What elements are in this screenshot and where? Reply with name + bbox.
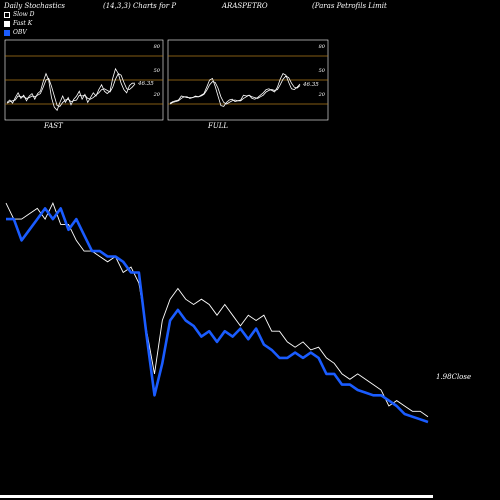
full-tick-label-20: 20 — [318, 92, 326, 98]
fast-current-value: 46.35 — [137, 81, 154, 87]
chart-title-params: (14,3,3) Charts for P — [103, 2, 177, 10]
chart-title-company: (Paras Petrofils Limit — [312, 2, 387, 10]
legend-swatch-slow-d — [4, 11, 10, 18]
legend-swatch-obv — [4, 29, 10, 36]
obv-line — [6, 207, 429, 424]
fast-tick-label-50: 50 — [154, 68, 161, 74]
legend-item-slow-d: Slow D — [4, 10, 35, 19]
full-panel-label: FULL — [208, 122, 229, 130]
fast-panel-label: FAST — [44, 122, 63, 130]
legend-item-obv: OBV — [4, 28, 35, 37]
legend-label-fast-k: Fast K — [13, 20, 33, 27]
full-tick-label-80: 80 — [319, 44, 326, 50]
close-price-label: 1.98Close — [436, 373, 472, 381]
bottom-axis-bar — [0, 495, 433, 498]
legend-swatch-fast-k — [4, 20, 10, 27]
fast-fast-k-line — [6, 67, 135, 112]
legend-item-fast-k: Fast K — [4, 19, 35, 28]
fast-tick-label-80: 80 — [154, 44, 161, 50]
full-fast-k-line — [169, 73, 301, 107]
legend-label-obv: OBV — [13, 29, 27, 36]
full-tick-label-50: 50 — [319, 68, 326, 74]
chart-title-left: Daily Stochastics — [4, 2, 66, 10]
fast-tick-label-20: 20 — [153, 92, 161, 98]
full-current-value: 46.35 — [302, 82, 319, 88]
close-price-line — [5, 201, 429, 418]
legend-label-slow-d: Slow D — [13, 11, 35, 18]
chart-title-symbol: ARASPETRO — [222, 2, 268, 10]
legend: Slow D Fast K OBV — [4, 10, 35, 37]
